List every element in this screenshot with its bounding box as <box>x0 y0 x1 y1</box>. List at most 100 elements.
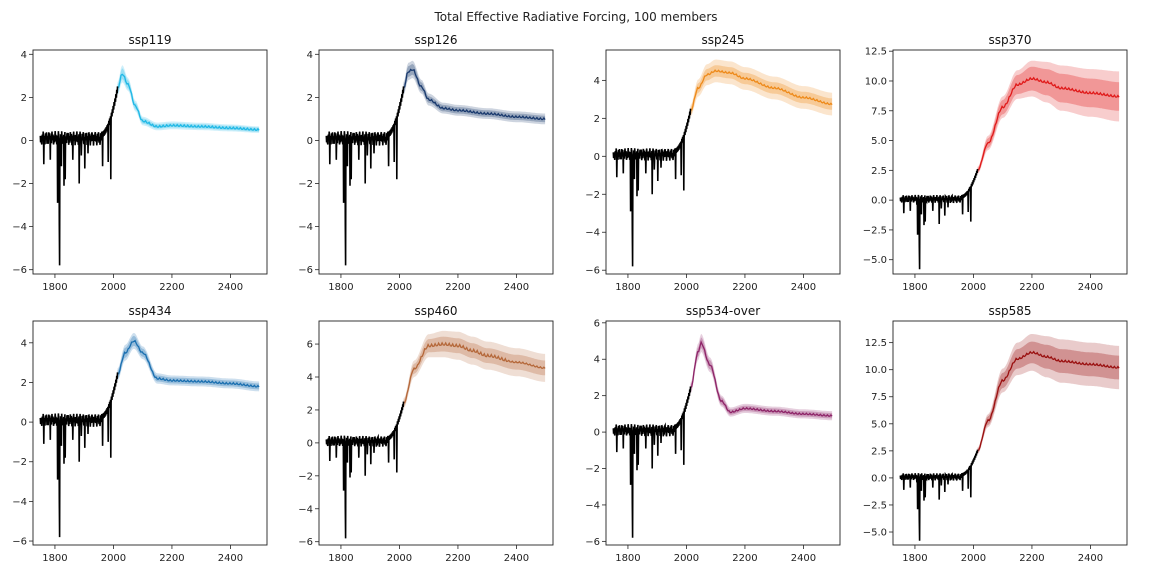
plot-area <box>325 330 546 539</box>
y-tick-label: 4 <box>21 50 27 61</box>
y-tick-label: −2 <box>298 179 313 190</box>
x-tick-label: 2200 <box>445 282 470 293</box>
x-tick-label: 2400 <box>218 282 243 293</box>
y-tick-label: −4 <box>12 497 27 508</box>
y-tick-label: 2 <box>594 114 600 125</box>
y-tick-label: −5.0 <box>863 255 887 266</box>
uncertainty-band-inner <box>403 64 546 123</box>
median-line <box>690 340 833 417</box>
x-tick-label: 2400 <box>504 553 529 564</box>
historical-line <box>612 108 692 267</box>
x-tick-label: 2400 <box>1078 553 1103 564</box>
y-tick-label: 10.0 <box>865 76 887 87</box>
y-tick-label: −2 <box>12 457 27 468</box>
x-tick-label: 2200 <box>159 282 184 293</box>
axes-frame <box>32 49 268 275</box>
x-tick-label: 2000 <box>961 553 986 564</box>
y-tick-label: 4 <box>21 338 27 349</box>
median-line <box>403 341 546 404</box>
axes-frame <box>605 320 841 546</box>
median-line <box>403 68 546 121</box>
panel-title: ssp534-over <box>686 304 760 318</box>
panel-title: ssp119 <box>128 33 171 47</box>
plot-area <box>612 333 833 538</box>
x-tick-label: 2200 <box>732 282 757 293</box>
x-tick-label: 2400 <box>504 282 529 293</box>
plot-area <box>899 334 1120 541</box>
x-tick-label: 1800 <box>328 282 353 293</box>
historical-line <box>325 86 405 266</box>
y-tick-label: −4 <box>585 228 600 239</box>
uncertainty-band-outer <box>117 65 260 133</box>
plot-area <box>39 65 260 266</box>
y-tick-label: −4 <box>585 500 600 511</box>
y-tick-label: 10.0 <box>865 365 887 376</box>
y-tick-label: 4 <box>307 373 313 384</box>
y-tick-label: 0 <box>21 418 27 429</box>
panel-ssp460: 1800 2000 2200 2400 −6 −4 −2 0 2 4 6 ssp460 <box>298 304 554 564</box>
y-tick-label: −4 <box>298 222 313 233</box>
y-tick-label: −2 <box>298 471 313 482</box>
y-tick-label: −6 <box>298 265 313 276</box>
x-tick-label: 2200 <box>159 553 184 564</box>
x-tick-label: 2400 <box>218 553 243 564</box>
axes-frame <box>32 320 268 546</box>
panel-title: ssp245 <box>701 33 744 47</box>
uncertainty-band-inner <box>977 341 1120 453</box>
panel-ssp370: 1800 2000 2200 2400 −5.0 −2.5 0.0 2.5 5.0 7.5 10.0… <box>863 33 1128 293</box>
y-tick-label: 0.0 <box>871 473 887 484</box>
y-tick-label: −6 <box>12 537 27 548</box>
plot-area <box>899 60 1120 270</box>
plot-area <box>39 332 260 538</box>
median-line <box>690 69 833 111</box>
y-tick-label: 6 <box>307 340 313 351</box>
x-tick-label: 2200 <box>1019 553 1044 564</box>
x-tick-label: 2000 <box>387 282 412 293</box>
x-tick-label: 2200 <box>1019 282 1044 293</box>
y-tick-label: 2.5 <box>871 446 887 457</box>
historical-line <box>612 386 692 538</box>
panel-ssp585: 1800 2000 2200 2400 −5.0 −2.5 0.0 2.5 5.0 7.5 10.0… <box>863 304 1128 564</box>
y-tick-label: −6 <box>585 537 600 548</box>
uncertainty-band-outer <box>690 59 833 117</box>
y-tick-label: 2.5 <box>871 166 887 177</box>
x-tick-label: 2200 <box>445 553 470 564</box>
historical-line <box>899 449 979 541</box>
y-tick-label: 12.5 <box>865 47 887 58</box>
y-tick-label: −2 <box>12 179 27 190</box>
axes-frame <box>892 49 1128 275</box>
y-tick-label: 7.5 <box>871 106 887 117</box>
uncertainty-band-inner <box>117 335 260 390</box>
historical-line <box>325 401 405 539</box>
y-tick-label: 7.5 <box>871 392 887 403</box>
x-tick-label: 2000 <box>387 553 412 564</box>
y-tick-label: 4 <box>594 355 600 366</box>
panel-title: ssp370 <box>988 33 1031 47</box>
y-tick-label: 6 <box>594 318 600 329</box>
y-tick-label: −4 <box>12 222 27 233</box>
y-tick-label: 5.0 <box>871 136 887 147</box>
panel-title: ssp126 <box>414 33 457 47</box>
plot-area <box>325 60 546 266</box>
uncertainty-band-outer <box>403 330 546 409</box>
y-tick-label: 5.0 <box>871 419 887 430</box>
axes-frame <box>318 320 554 546</box>
axes-frame <box>605 49 841 275</box>
y-tick-label: 0 <box>307 438 313 449</box>
x-tick-label: 2000 <box>674 282 699 293</box>
y-tick-label: 0 <box>594 428 600 439</box>
median-line <box>977 350 1120 452</box>
y-tick-label: 2 <box>21 93 27 104</box>
x-tick-label: 2000 <box>674 553 699 564</box>
plot-area <box>612 59 833 267</box>
y-tick-label: 4 <box>594 76 600 87</box>
x-tick-label: 2400 <box>1078 282 1103 293</box>
y-tick-label: 0 <box>21 136 27 147</box>
uncertainty-band-inner <box>690 65 833 115</box>
x-tick-label: 2400 <box>791 553 816 564</box>
x-tick-label: 1800 <box>615 282 640 293</box>
x-tick-label: 2000 <box>101 553 126 564</box>
x-tick-label: 2000 <box>101 282 126 293</box>
axes-frame <box>892 320 1128 546</box>
